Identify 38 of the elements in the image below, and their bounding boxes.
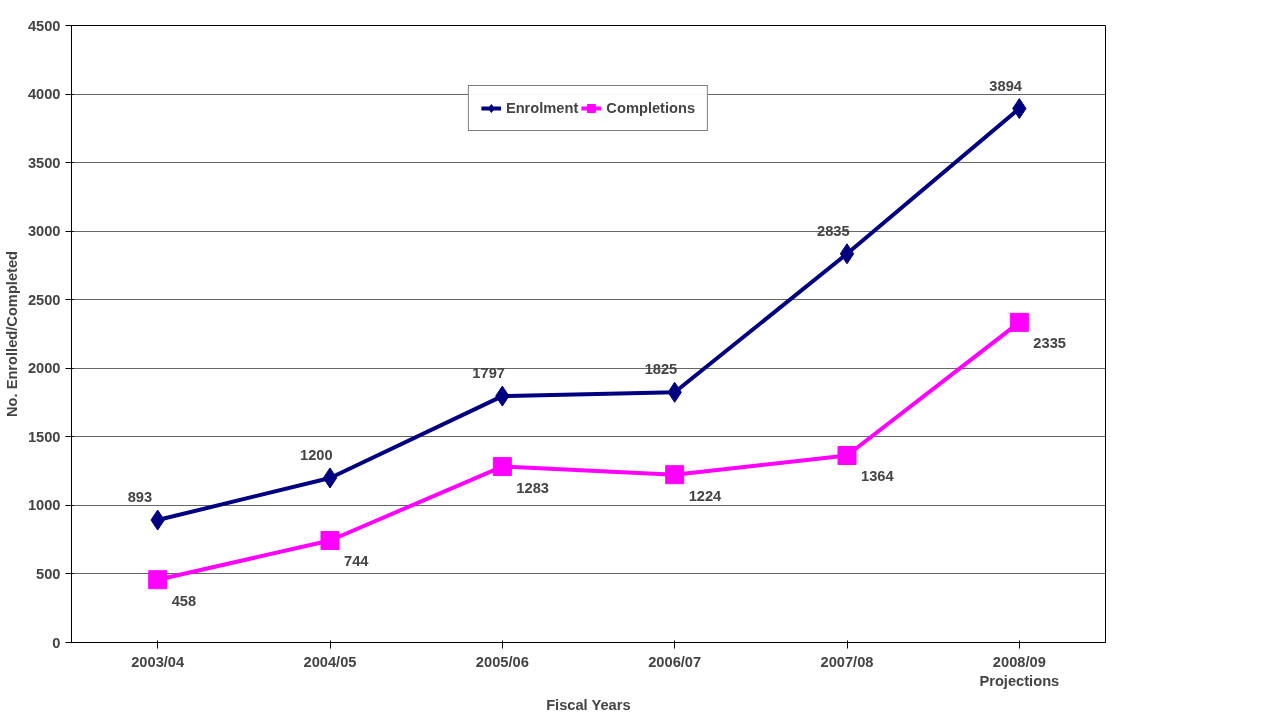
data-label: 458 (171, 592, 197, 609)
data-label: 1797 (472, 365, 505, 382)
y-axis-title: No. Enrolled/Completed (3, 250, 20, 418)
x-tick-label: 2008/09 Projections (979, 653, 1060, 689)
point (148, 570, 168, 590)
data-label: 1283 (516, 479, 549, 496)
y-tick-label: 3500 (27, 154, 61, 171)
y-tick-label: 4500 (27, 17, 61, 34)
y-tick-label: 0 (52, 634, 61, 651)
data-label: 2335 (1033, 335, 1066, 352)
data-label: 744 (344, 553, 370, 570)
x-axis-title: Fiscal Years (546, 696, 631, 713)
y-tick-label: 2000 (27, 360, 61, 377)
data-label: 1200 (300, 446, 333, 463)
point (322, 467, 338, 489)
point (837, 445, 857, 465)
point (839, 243, 855, 265)
x-tick-label: 2007/08 (820, 653, 874, 670)
y-tick-label: 1000 (27, 497, 61, 514)
point (665, 465, 685, 485)
data-label: 1364 (861, 468, 895, 485)
point (492, 457, 512, 477)
y-tick-label: 500 (36, 565, 61, 582)
y-tick-label: 2500 (27, 291, 61, 308)
x-tick-label: 2004/05 (303, 653, 357, 670)
x-tick-label: 2003/04 (131, 653, 185, 670)
data-label: 1224 (688, 487, 723, 504)
y-tick-label: 3000 (27, 223, 61, 240)
x-tick-label: 2006/07 (648, 653, 702, 670)
legend-label: Enrolment (505, 100, 579, 116)
legend-label: Completions (606, 100, 696, 116)
data-label: 893 (127, 489, 153, 506)
point (1009, 312, 1029, 332)
y-tick-label: 1500 (27, 428, 61, 445)
x-tick-label: 2005/06 (475, 653, 529, 670)
data-label: 3894 (989, 77, 1023, 94)
y-tick-label: 4000 (27, 86, 61, 103)
point (320, 530, 340, 550)
